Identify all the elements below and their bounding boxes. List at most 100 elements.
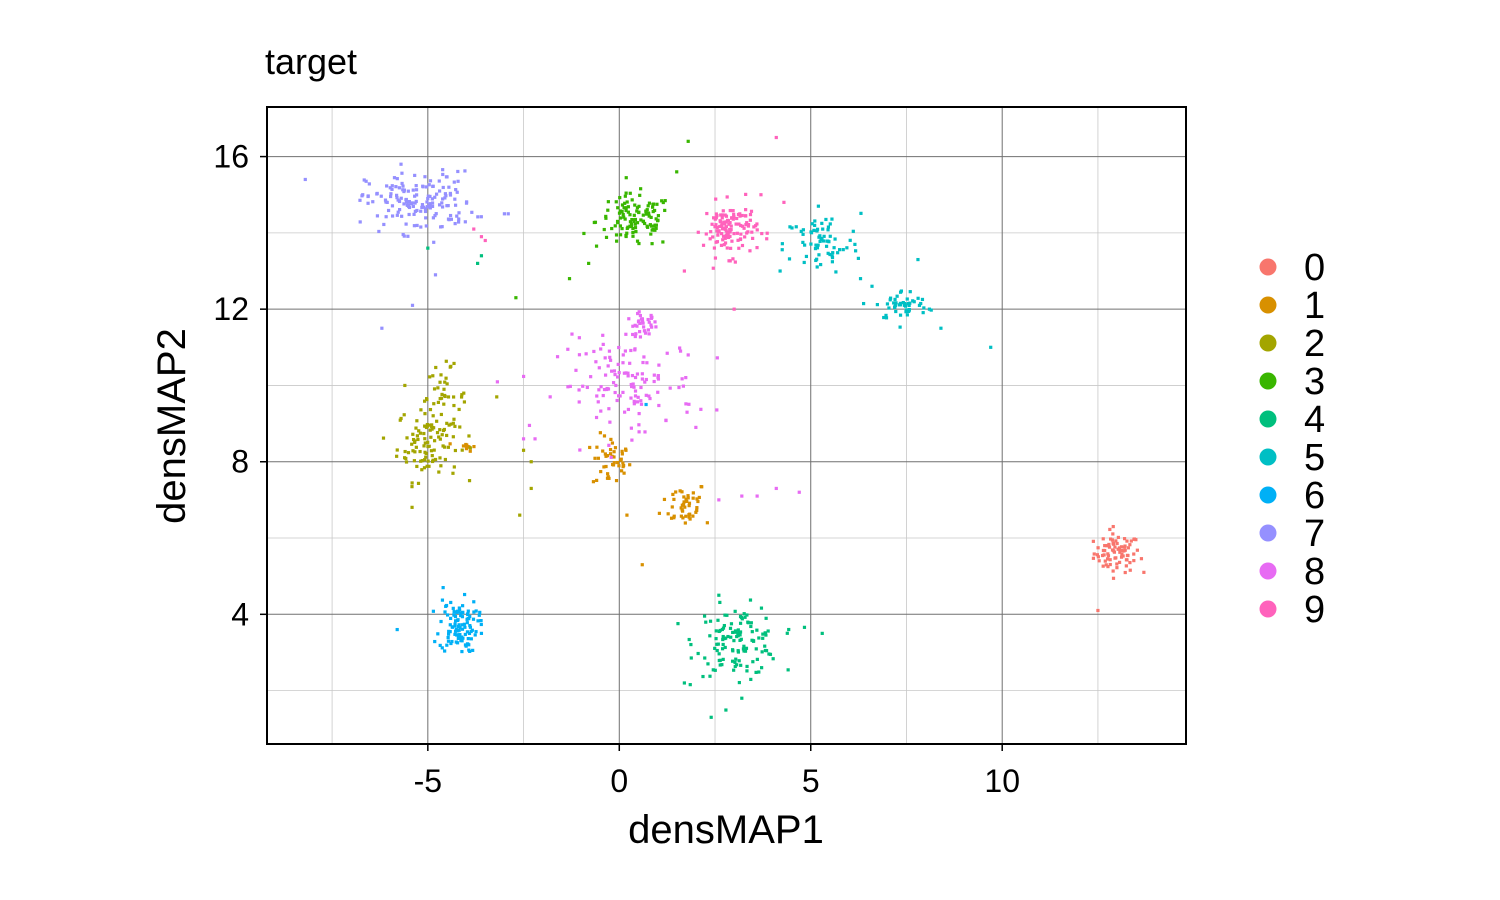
data-point — [653, 228, 657, 232]
data-point — [744, 646, 749, 650]
data-point — [708, 634, 712, 638]
data-point — [406, 451, 411, 455]
data-point — [395, 627, 399, 632]
data-point — [384, 200, 388, 204]
data-point — [655, 202, 659, 206]
data-point — [736, 238, 740, 242]
data-point — [714, 212, 718, 216]
data-point — [1125, 539, 1129, 543]
legend-label-7: 7 — [1304, 513, 1325, 555]
data-point — [695, 497, 699, 501]
data-point — [801, 232, 805, 236]
data-point — [379, 194, 383, 198]
data-point — [441, 185, 445, 190]
data-point — [738, 638, 742, 642]
data-point — [633, 347, 637, 351]
data-point — [405, 200, 409, 204]
data-point — [802, 625, 807, 629]
data-point — [728, 208, 732, 213]
data-point — [721, 637, 725, 642]
data-point — [629, 396, 633, 400]
data-point — [748, 212, 753, 217]
data-point — [452, 610, 456, 614]
data-point — [721, 238, 725, 242]
data-point — [1101, 537, 1105, 541]
data-point — [457, 623, 461, 627]
data-point — [651, 202, 655, 207]
data-point — [439, 412, 443, 417]
data-point — [717, 498, 721, 502]
data-point — [529, 460, 533, 464]
data-point — [636, 395, 640, 399]
data-point — [604, 454, 608, 458]
data-point — [418, 431, 423, 435]
data-point — [739, 663, 743, 667]
data-point — [453, 624, 457, 628]
data-point — [603, 356, 607, 360]
data-point — [908, 290, 912, 294]
legend-label-6: 6 — [1304, 475, 1325, 517]
data-point — [434, 212, 438, 216]
data-point — [682, 681, 686, 685]
data-point — [824, 244, 829, 248]
data-point — [637, 411, 641, 416]
data-point — [595, 478, 599, 483]
data-point — [742, 612, 746, 616]
data-point — [622, 206, 626, 210]
data-point — [818, 239, 822, 243]
data-point — [665, 351, 669, 355]
data-point — [618, 196, 622, 200]
data-point — [425, 464, 429, 468]
data-point — [733, 630, 737, 634]
data-point — [646, 204, 650, 208]
data-point — [479, 618, 483, 623]
data-point — [797, 490, 801, 494]
data-point — [514, 296, 518, 300]
data-point — [625, 513, 629, 517]
data-point — [613, 372, 617, 377]
data-point — [436, 400, 440, 405]
data-point — [402, 413, 406, 417]
data-point — [644, 393, 648, 397]
data-point — [555, 355, 560, 359]
data-point — [367, 182, 371, 186]
data-point — [411, 188, 415, 192]
series-4-points — [426, 246, 824, 719]
data-point — [478, 610, 482, 614]
data-point — [638, 321, 642, 326]
data-point — [633, 334, 637, 339]
data-point — [637, 430, 641, 434]
data-point — [412, 212, 416, 216]
data-point — [725, 246, 729, 250]
data-point — [420, 468, 424, 472]
data-point — [626, 205, 630, 209]
series-2-points — [381, 359, 533, 517]
data-point — [687, 504, 691, 508]
data-point — [577, 400, 581, 404]
data-point — [729, 246, 733, 250]
data-point — [414, 193, 419, 197]
data-point — [715, 225, 719, 230]
data-point — [721, 634, 725, 639]
data-point — [622, 463, 626, 468]
data-point — [644, 210, 648, 214]
data-point — [423, 207, 428, 211]
data-point — [718, 224, 722, 229]
data-point — [654, 217, 658, 221]
legend-label-4: 4 — [1304, 399, 1325, 441]
data-point — [740, 696, 744, 700]
data-point — [652, 224, 656, 228]
data-point — [681, 509, 685, 513]
data-point — [446, 632, 451, 636]
data-point — [469, 629, 473, 634]
data-point — [607, 407, 611, 411]
data-point — [682, 495, 686, 499]
data-point — [410, 485, 414, 489]
data-point — [755, 245, 759, 250]
data-point — [402, 202, 406, 206]
data-point — [435, 431, 440, 435]
data-point — [446, 639, 451, 643]
data-point — [1119, 545, 1124, 549]
data-point — [454, 619, 458, 623]
data-point — [468, 614, 472, 619]
